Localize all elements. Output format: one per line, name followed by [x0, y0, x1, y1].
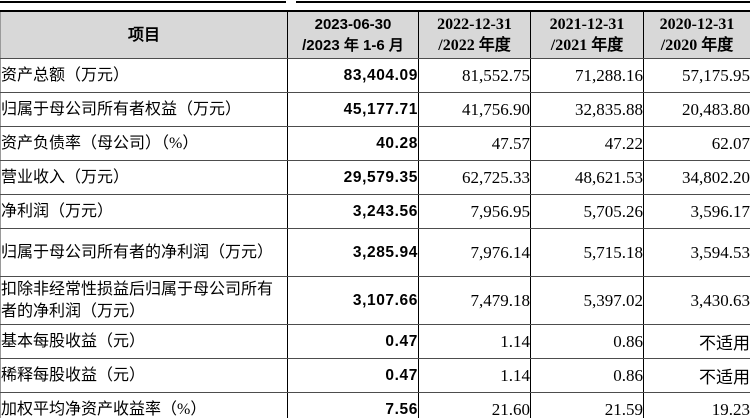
table-row-parent-net-profit: 归属于母公司所有者的净利润（万元） 3,285.94 7,976.14 5,71… [0, 228, 750, 277]
header-row: 项目 2023-06-30 /2023 年 1-6 月 2022-12-31 /… [0, 11, 750, 59]
cell-2023h1: 83,404.09 [287, 58, 419, 93]
table-row-total-assets: 资产总额（万元） 83,404.09 81,552.75 71,288.16 5… [0, 58, 750, 93]
cell-2020: 3,596.17 [643, 194, 750, 229]
col-header-period-2021: 2021-12-31 /2021 年度 [530, 11, 644, 59]
cell-2020: 34,802.20 [643, 160, 750, 195]
row-label: 基本每股收益（元） [0, 324, 288, 359]
row-label: 稀释每股收益（元） [0, 358, 288, 393]
period-date: 2020-12-31 [659, 16, 735, 33]
table-row-weighted-avg-roe: 加权平均净资产收益率（%） 7.56 21.60 21.59 19.23 [0, 392, 750, 418]
table-row-net-profit: 净利润（万元） 3,243.56 7,956.95 5,705.26 3,596… [0, 194, 750, 229]
table-row-parent-equity: 归属于母公司所有者权益（万元） 45,177.71 41,756.90 32,8… [0, 92, 750, 127]
cell-2020: 62.07 [643, 126, 750, 161]
cell-2023h1: 7.56 [287, 392, 419, 418]
cell-2023h1: 45,177.71 [287, 92, 419, 127]
col-header-period-2020: 2020-12-31 /2020 年度 [643, 11, 750, 59]
cell-2020: 3,594.53 [643, 228, 750, 277]
row-label: 净利润（万元） [0, 194, 288, 229]
cell-2020: 57,175.95 [643, 58, 750, 93]
row-label: 加权平均净资产收益率（%） [0, 392, 288, 418]
cell-2022: 41,756.90 [418, 92, 531, 127]
cell-2021: 32,835.88 [530, 92, 644, 127]
cell-2023h1: 29,579.35 [287, 160, 419, 195]
cell-2022: 7,479.18 [418, 276, 531, 325]
cell-2022: 1.14 [418, 358, 531, 393]
cell-2020: 3,430.63 [643, 276, 750, 325]
cell-2022: 21.60 [418, 392, 531, 418]
period-date: 2023-06-30 [314, 16, 392, 33]
cell-2023h1: 0.47 [287, 324, 419, 359]
col-header-period-2023h1: 2023-06-30 /2023 年 1-6 月 [287, 11, 419, 59]
table-body: 资产总额（万元） 83,404.09 81,552.75 71,288.16 5… [0, 58, 750, 418]
cell-2021: 5,397.02 [530, 276, 644, 325]
table-row-deducted-net-profit: 扣除非经常性损益后归属于母公司所有者的净利润（万元） 3,107.66 7,47… [0, 276, 750, 325]
row-label: 资产负债率（母公司）（%） [0, 126, 288, 161]
row-label: 资产总额（万元） [0, 58, 288, 93]
cell-2022: 62,725.33 [418, 160, 531, 195]
cell-2020: 19.23 [643, 392, 750, 418]
top-rule-left-segment [0, 1, 286, 3]
period-label: /2020 年度 [660, 37, 734, 54]
period-label: /2022 年度 [438, 37, 511, 54]
table-row-operating-revenue: 营业收入（万元） 29,579.35 62,725.33 48,621.53 3… [0, 160, 750, 195]
cell-2021: 0.86 [530, 358, 644, 393]
cell-2020: 不适用 [643, 358, 750, 393]
cell-2022: 7,956.95 [418, 194, 531, 229]
table-row-diluted-eps: 稀释每股收益（元） 0.47 1.14 0.86 不适用 [0, 358, 750, 393]
cell-2023h1: 3,107.66 [287, 276, 419, 325]
cell-2021: 5,715.18 [530, 228, 644, 277]
col-header-period-2022: 2022-12-31 /2022 年度 [418, 11, 531, 59]
cell-2021: 71,288.16 [530, 58, 644, 93]
table-header: 项目 2023-06-30 /2023 年 1-6 月 2022-12-31 /… [0, 11, 750, 59]
cell-2021: 5,705.26 [530, 194, 644, 229]
cell-2022: 7,976.14 [418, 228, 531, 277]
period-date: 2021-12-31 [549, 16, 625, 33]
cell-2020: 20,483.80 [643, 92, 750, 127]
cell-2023h1: 3,243.56 [287, 194, 419, 229]
cell-2021: 21.59 [530, 392, 644, 418]
period-date: 2022-12-31 [437, 16, 512, 33]
cell-2022: 1.14 [418, 324, 531, 359]
cell-2022: 47.57 [418, 126, 531, 161]
cell-2021: 0.86 [530, 324, 644, 359]
period-label: /2023 年 1-6 月 [302, 37, 404, 54]
cell-2020: 不适用 [643, 324, 750, 359]
period-label: /2021 年度 [550, 37, 624, 54]
row-label: 归属于母公司所有者权益（万元） [0, 92, 288, 127]
cell-2023h1: 0.47 [287, 358, 419, 393]
cell-2021: 48,621.53 [530, 160, 644, 195]
row-label: 营业收入（万元） [0, 160, 288, 195]
financial-summary-table: 项目 2023-06-30 /2023 年 1-6 月 2022-12-31 /… [0, 10, 750, 418]
row-label: 归属于母公司所有者的净利润（万元） [0, 228, 288, 277]
col-header-item: 项目 [0, 11, 288, 59]
cell-2021: 47.22 [530, 126, 644, 161]
cell-2022: 81,552.75 [418, 58, 531, 93]
cell-2023h1: 3,285.94 [287, 228, 419, 277]
table-row-debt-ratio: 资产负债率（母公司）（%） 40.28 47.57 47.22 62.07 [0, 126, 750, 161]
row-label: 扣除非经常性损益后归属于母公司所有者的净利润（万元） [0, 276, 288, 325]
table-row-basic-eps: 基本每股收益（元） 0.47 1.14 0.86 不适用 [0, 324, 750, 359]
top-rule-right-segment [296, 1, 750, 3]
cell-2023h1: 40.28 [287, 126, 419, 161]
